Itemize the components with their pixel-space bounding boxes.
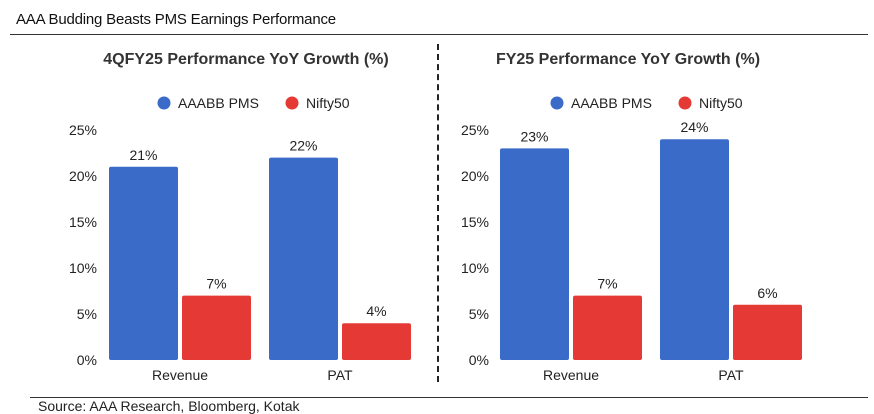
chart1-bar bbox=[182, 295, 251, 360]
chart1-legend-label-1: Nifty50 bbox=[306, 95, 350, 111]
chart2-bar bbox=[660, 139, 729, 360]
chart2-ytick-label: 20% bbox=[461, 168, 489, 184]
chart1-bar bbox=[342, 323, 411, 360]
chart1-bar bbox=[109, 166, 178, 360]
chart1-ytick-label: 25% bbox=[69, 122, 97, 138]
panel-divider bbox=[437, 44, 439, 382]
bottom-rule bbox=[30, 397, 868, 398]
chart1-bar bbox=[269, 157, 338, 360]
chart2-data-label: 7% bbox=[597, 276, 617, 292]
chart2-category-label: Revenue bbox=[543, 367, 599, 383]
chart2-category-label: PAT bbox=[718, 367, 744, 383]
chart1-data-label: 21% bbox=[129, 147, 157, 163]
chart2-ytick-label: 15% bbox=[461, 214, 489, 230]
chart1-ytick-label: 20% bbox=[69, 168, 97, 184]
chart2-data-label: 24% bbox=[680, 119, 708, 135]
chart1-ytick-label: 10% bbox=[69, 260, 97, 276]
chart2-bar bbox=[500, 148, 569, 360]
chart1-data-label: 22% bbox=[289, 138, 317, 154]
chart1-legend-marker-1 bbox=[285, 96, 299, 110]
source-note: Source: AAA Research, Bloomberg, Kotak bbox=[38, 398, 300, 414]
chart1-title: 4QFY25 Performance YoY Growth (%) bbox=[103, 51, 388, 68]
chart1-data-label: 4% bbox=[366, 303, 386, 319]
top-rule bbox=[10, 34, 868, 35]
chart2-ytick-label: 0% bbox=[469, 352, 489, 368]
chart1-legend-label-0: AAABB PMS bbox=[178, 95, 259, 111]
chart2-legend-label-0: AAABB PMS bbox=[571, 95, 652, 111]
chart2-title: FY25 Performance YoY Growth (%) bbox=[496, 51, 760, 68]
chart2-data-label: 6% bbox=[757, 285, 777, 301]
chart2-ytick-label: 10% bbox=[461, 260, 489, 276]
chart1-ytick-label: 5% bbox=[77, 306, 97, 322]
chart2-bar bbox=[733, 304, 802, 360]
chart1-data-label: 7% bbox=[206, 276, 226, 292]
chart1-ytick-label: 0% bbox=[77, 352, 97, 368]
chart1-legend-marker-0 bbox=[157, 96, 171, 110]
chart2-legend-marker-1 bbox=[678, 96, 692, 110]
report-title: AAA Budding Beasts PMS Earnings Performa… bbox=[16, 11, 336, 28]
chart1-category-label: PAT bbox=[327, 367, 353, 383]
chart2-ytick-label: 25% bbox=[461, 122, 489, 138]
chart2-legend-marker-0 bbox=[550, 96, 564, 110]
chart2-ytick-label: 5% bbox=[469, 306, 489, 322]
chart2-bar bbox=[573, 295, 642, 360]
chart2-legend-label-1: Nifty50 bbox=[699, 95, 743, 111]
chart1-ytick-label: 15% bbox=[69, 214, 97, 230]
chart1-category-label: Revenue bbox=[152, 367, 208, 383]
chart2-data-label: 23% bbox=[520, 128, 548, 144]
